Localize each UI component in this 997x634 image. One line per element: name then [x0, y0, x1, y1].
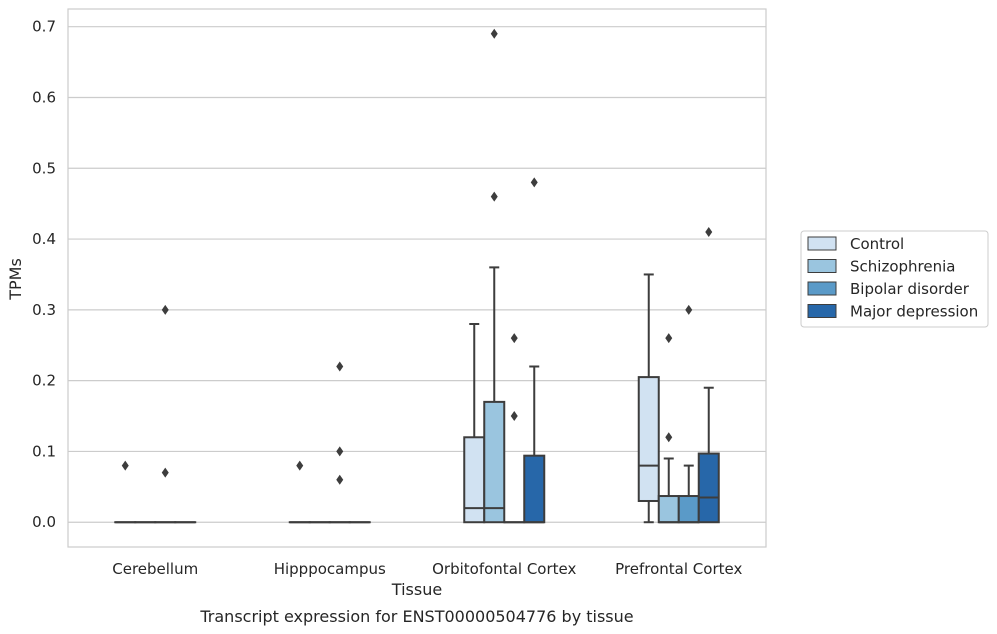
y-tick-label: 0.3 — [32, 301, 56, 319]
box-bipolar-disorder — [503, 333, 526, 524]
outlier-point — [705, 226, 713, 237]
legend-swatch — [807, 304, 837, 318]
y-tick-label: 0.6 — [32, 88, 56, 106]
box-control — [114, 460, 137, 524]
y-tick-label: 0.5 — [32, 159, 56, 177]
box-bipolar-disorder — [677, 304, 700, 524]
box-body — [463, 436, 486, 524]
plot-frame — [67, 8, 767, 548]
x-tick-label: Orbitofontal Cortex — [432, 560, 576, 578]
y-tick-label: 0.4 — [32, 230, 56, 248]
y-tick-labels: 0.0 0.1 0.2 0.3 0.4 0.5 0.6 0.7 — [32, 18, 56, 532]
box-control — [288, 460, 311, 524]
outlier-point — [665, 333, 673, 344]
legend-label: Major depression — [850, 303, 978, 321]
box-body — [637, 376, 660, 502]
box-body — [483, 400, 506, 524]
y-tick-label: 0.1 — [32, 442, 56, 460]
outlier-point — [336, 361, 344, 372]
outlier-point — [510, 411, 518, 422]
x-tick-label: Hipppocampus — [274, 560, 386, 578]
legend-label: Control — [850, 235, 904, 253]
legend-label: Schizophrenia — [850, 258, 955, 276]
outlier-point — [685, 304, 693, 315]
outlier-point — [161, 467, 169, 478]
outlier-point — [336, 446, 344, 457]
x-tick-label: Cerebellum — [112, 560, 198, 578]
legend: Control Schizophrenia Bipolar disorder Majo… — [800, 230, 989, 328]
grid-lines — [68, 26, 766, 523]
box-body — [523, 454, 546, 524]
box-plot-series — [114, 28, 720, 524]
box-bipolar-disorder — [154, 304, 177, 524]
box-control — [463, 323, 486, 524]
outlier-point — [530, 177, 538, 188]
box-control — [637, 273, 660, 524]
outlier-point — [510, 333, 518, 344]
outlier-point — [490, 28, 498, 39]
outlier-point — [161, 304, 169, 315]
y-tick-label: 0.7 — [32, 18, 56, 36]
box-major-depression — [697, 226, 720, 524]
box-schizophrenia — [483, 28, 506, 524]
outlier-point — [490, 191, 498, 202]
legend-swatch — [807, 281, 837, 296]
chart-caption: Transcript expression for ENST0000050477… — [199, 607, 633, 626]
x-tick-label: Prefrontal Cortex — [615, 560, 742, 578]
legend-label: Bipolar disorder — [850, 280, 970, 298]
box-body — [657, 495, 680, 524]
outlier-point — [665, 432, 673, 443]
box-bipolar-disorder — [328, 361, 351, 524]
x-axis-label: Tissue — [391, 580, 442, 599]
y-axis-label: TPMs — [6, 258, 25, 301]
legend-swatch — [807, 259, 837, 273]
y-tick-label: 0.0 — [32, 513, 56, 531]
x-tick-labels: Cerebellum Hipppocampus Orbitofontal Corte… — [112, 560, 742, 578]
outlier-point — [121, 460, 129, 471]
box-schizophrenia — [657, 333, 680, 524]
box-body — [697, 452, 720, 524]
legend-swatch — [807, 236, 837, 251]
box-major-depression — [523, 177, 546, 524]
outlier-point — [336, 474, 344, 485]
legend-frame — [800, 230, 989, 328]
box-body — [677, 495, 700, 524]
y-tick-label: 0.2 — [32, 372, 56, 390]
outlier-point — [296, 460, 304, 471]
